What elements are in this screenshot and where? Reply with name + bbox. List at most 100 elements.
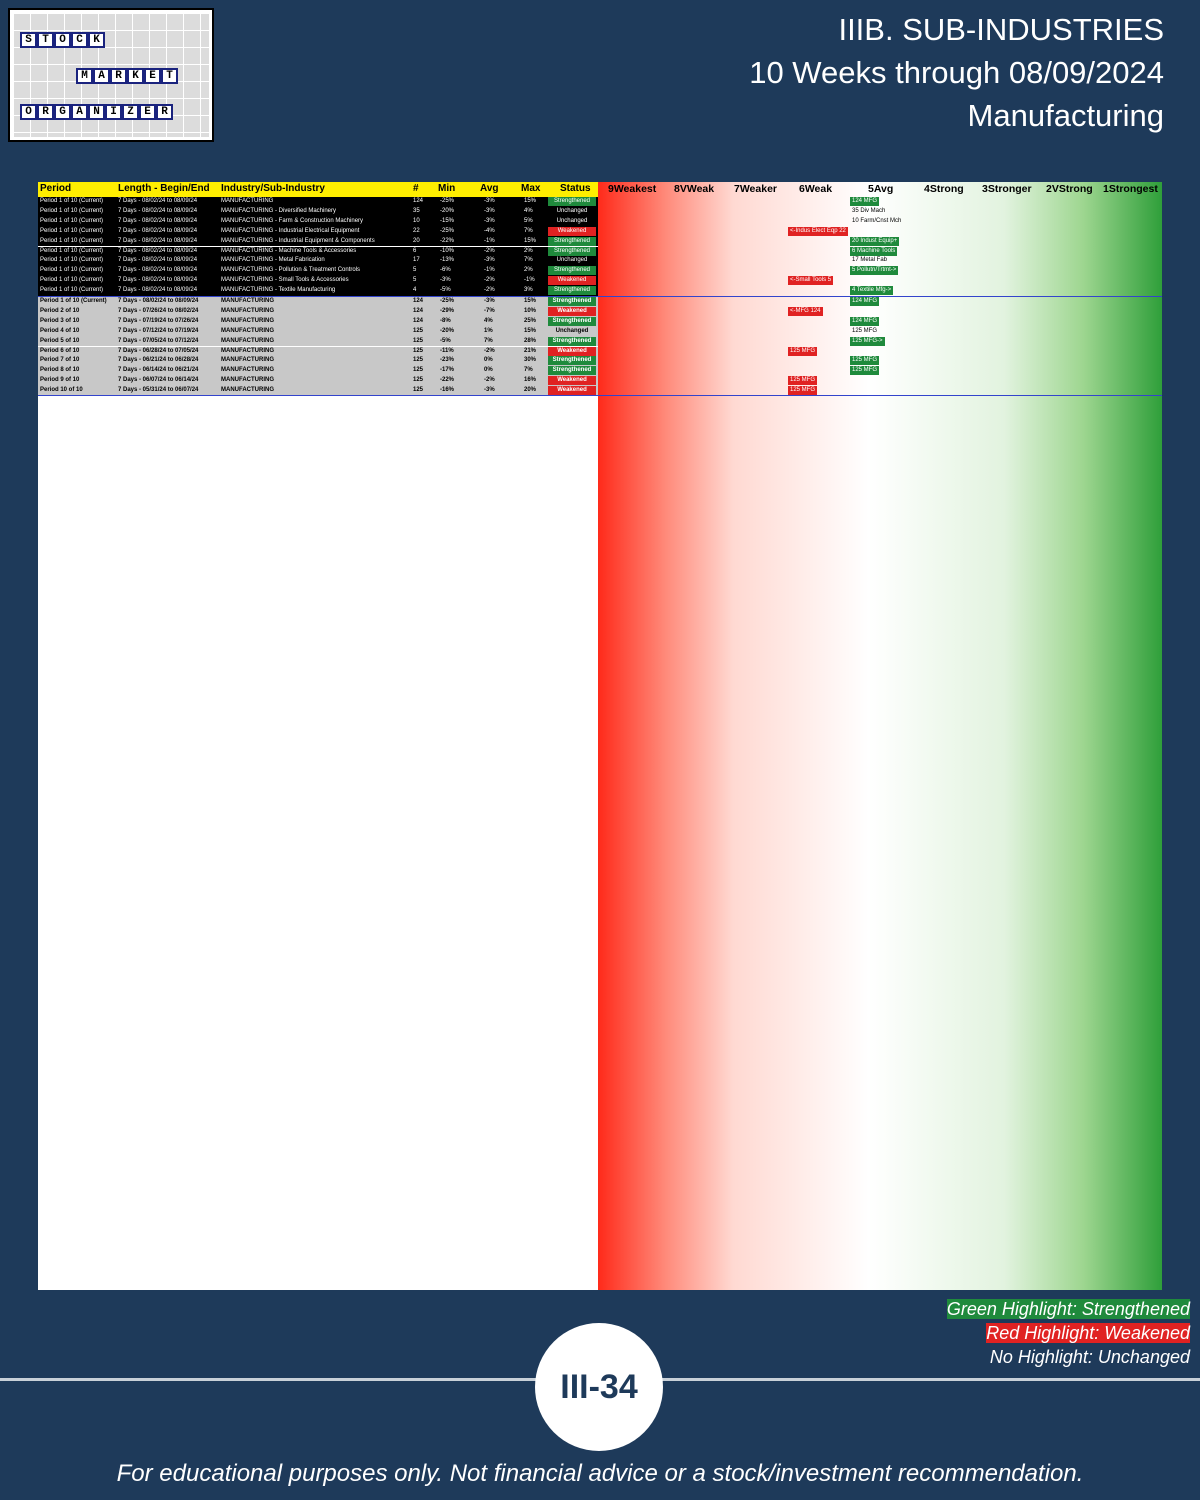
header-industry: Industry/Sub-Industry	[221, 183, 325, 194]
header-status: Status	[560, 183, 591, 194]
cell-avg: 0%	[484, 357, 493, 364]
cell-min: -22%	[440, 377, 455, 384]
table-row: Period 2 of 10 7 Days - 07/26/24 to 08/02…	[38, 306, 598, 317]
logo-letter: E	[144, 68, 161, 84]
legend: Green Highlight: Strengthened Red Highli…	[946, 1297, 1190, 1369]
status-badge: Strengthened	[548, 286, 596, 296]
cell-min: -22%	[440, 237, 455, 244]
status-badge: Strengthened	[548, 336, 596, 346]
cell-count: 20	[413, 237, 420, 244]
status-badge: Strengthened	[548, 197, 596, 206]
status-badge: Weakened	[548, 306, 596, 316]
cell-count: 125	[413, 357, 424, 364]
cell-length: 7 Days - 08/02/24 to 08/09/24	[118, 277, 198, 284]
cell-period: Period 6 of 10	[40, 347, 80, 354]
cell-min: -20%	[440, 207, 455, 214]
strength-gradient	[598, 182, 1162, 1290]
cell-length: 7 Days - 08/02/24 to 08/09/24	[118, 267, 198, 274]
scale-label: 3Stronger	[982, 183, 1032, 195]
logo-letter: O	[20, 104, 37, 120]
table-row: Period 8 of 10 7 Days - 06/14/24 to 06/21…	[38, 366, 598, 377]
cell-period: Period 9 of 10	[40, 377, 80, 384]
cell-max: 15%	[524, 298, 537, 304]
cell-avg: -1%	[484, 267, 495, 274]
cell-max: 7%	[524, 227, 533, 234]
cell-min: -3%	[440, 277, 451, 284]
cell-length: 7 Days - 06/14/24 to 06/21/24	[118, 367, 199, 374]
scale-label: 2VStrong	[1046, 183, 1093, 195]
logo-letter: R	[110, 68, 127, 84]
cell-count: 124	[413, 307, 424, 314]
cell-max: -1%	[524, 277, 535, 284]
cell-avg: -4%	[484, 227, 495, 234]
logo-letter: T	[161, 68, 178, 84]
strength-marker: 125 MFG	[850, 356, 880, 366]
cell-count: 125	[413, 367, 424, 374]
table-row: Period 9 of 10 7 Days - 06/07/24 to 06/14…	[38, 376, 598, 387]
cell-period: Period 1 of 10 (Current)	[40, 207, 104, 214]
cell-min: -8%	[440, 317, 451, 324]
cell-count: 125	[413, 347, 424, 354]
status-badge: Unchanged	[556, 257, 588, 264]
cell-period: Period 1 of 10 (Current)	[40, 277, 104, 284]
status-badge: Unchanged	[556, 217, 588, 224]
title-line-1: IIIB. SUB-INDUSTRIES	[838, 12, 1164, 47]
logo-letter: R	[37, 104, 54, 120]
group-separator	[38, 296, 1162, 297]
status-badge: Strengthened	[548, 297, 596, 306]
table-row: Period 5 of 10 7 Days - 07/05/24 to 07/12…	[38, 336, 598, 347]
cell-period: Period 10 of 10	[40, 387, 83, 394]
strength-marker: 125 MFG	[852, 327, 878, 334]
cell-industry: MANUFACTURING - Machine Tools & Accessor…	[221, 247, 357, 254]
title-line-3: Manufacturing	[967, 98, 1164, 133]
table-row: Period 7 of 10 7 Days - 06/21/24 to 06/28…	[38, 356, 598, 367]
cell-period: Period 1 of 10 (Current)	[40, 298, 107, 304]
cell-min: -20%	[440, 327, 455, 334]
header-max: Max	[521, 183, 541, 194]
logo-letter: E	[139, 104, 156, 120]
cell-industry: MANUFACTURING	[221, 298, 274, 304]
cell-min: -25%	[440, 227, 455, 234]
table-row: Period 1 of 10 (Current) 7 Days - 08/02/2…	[38, 236, 598, 247]
table-row: Period 10 of 10 7 Days - 05/31/24 to 06/0…	[38, 386, 598, 396]
strength-marker: 35 Div Mach	[852, 207, 886, 214]
cell-industry: MANUFACTURING - Diversified Machinery	[221, 207, 337, 214]
cell-max: 16%	[524, 377, 537, 384]
cell-industry: MANUFACTURING	[221, 377, 274, 384]
legend-green: Green Highlight: Strengthened	[946, 1299, 1190, 1319]
scale-label: 7Weaker	[734, 183, 778, 195]
logo-letter: O	[54, 32, 71, 48]
cell-period: Period 1 of 10 (Current)	[40, 257, 104, 264]
title-line-2: 10 Weeks through 08/09/2024	[749, 55, 1164, 90]
logo-letter: T	[37, 32, 54, 48]
cell-count: 5	[413, 267, 417, 274]
strength-marker: <-Small Tools 5	[788, 276, 834, 286]
cell-length: 7 Days - 06/28/24 to 07/05/24	[118, 347, 199, 354]
cell-min: -25%	[440, 298, 455, 304]
table-row: Period 1 of 10 (Current) 7 Days - 08/02/2…	[38, 197, 598, 207]
cell-length: 7 Days - 06/07/24 to 06/14/24	[118, 377, 199, 384]
table-row: Period 1 of 10 (Current) 7 Days - 08/02/2…	[38, 226, 598, 237]
logo-letter: S	[20, 32, 37, 48]
table-row: Period 1 of 10 (Current) 7 Days - 08/02/2…	[38, 276, 598, 287]
scale-label: 9Weakest	[608, 183, 657, 195]
scale-label: 6Weak	[799, 183, 833, 195]
cell-min: -15%	[440, 217, 455, 224]
table-header: Period Length - Begin/End Industry/Sub-I…	[38, 182, 598, 197]
cell-length: 7 Days - 07/05/24 to 07/12/24	[118, 337, 199, 344]
cell-industry: MANUFACTURING - Small Tools & Accessorie…	[221, 277, 349, 284]
status-badge: Strengthened	[548, 356, 596, 366]
status-badge: Strengthened	[548, 316, 596, 326]
cell-max: 4%	[524, 207, 533, 214]
strength-marker: 5 Pollutn/Trtmt->	[850, 266, 899, 276]
cell-industry: MANUFACTURING	[221, 337, 274, 344]
group-separator	[38, 395, 1162, 396]
cell-avg: -3%	[484, 257, 495, 264]
scale-label: 4Strong	[924, 183, 964, 195]
strength-marker: 17 Metal Fab	[852, 257, 888, 264]
strength-marker: 6 Machine Tools	[850, 246, 898, 256]
cell-max: 15%	[524, 327, 537, 334]
table-row: Period 1 of 10 (Current) 7 Days - 08/02/2…	[38, 206, 598, 217]
strength-marker: 20 Indust Equip+	[850, 236, 900, 246]
stock-market-organizer-logo: S T O C K M A R K E T O R G A N I Z E R	[8, 8, 214, 142]
